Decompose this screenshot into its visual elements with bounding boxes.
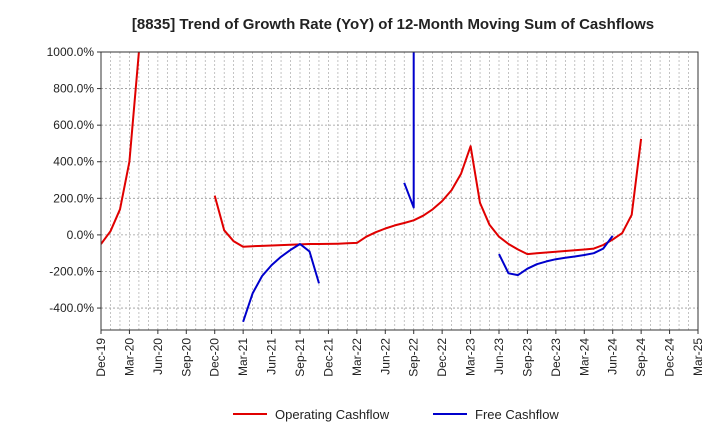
x-tick-label: Dec-24 bbox=[663, 338, 677, 377]
free-cashflow-line bbox=[498, 235, 614, 277]
y-axis-ticks: 1000.0% 800.0% 600.0% 400.0% 200.0% 0.0% -200.… bbox=[47, 45, 101, 315]
x-tick-label: Mar-23 bbox=[464, 338, 478, 376]
x-tick-label: Jun-23 bbox=[492, 338, 506, 375]
x-tick-label: Dec-21 bbox=[321, 338, 335, 377]
y-tick-label: 800.0% bbox=[53, 82, 94, 96]
x-tick-label: Dec-20 bbox=[208, 338, 222, 377]
free-cashflow-line bbox=[403, 52, 415, 209]
x-tick-label: Sep-21 bbox=[293, 338, 307, 377]
grid bbox=[101, 51, 698, 330]
y-tick-label: 400.0% bbox=[53, 155, 94, 169]
x-tick-label: Sep-22 bbox=[407, 338, 421, 377]
operating-cashflow-line bbox=[101, 51, 140, 245]
legend: Operating Cashflow Free Cashflow bbox=[233, 407, 559, 422]
x-tick-label: Dec-23 bbox=[549, 338, 563, 377]
free-cashflow-line bbox=[242, 243, 320, 323]
plot-border bbox=[100, 51, 699, 331]
y-tick-label: 0.0% bbox=[67, 228, 95, 242]
y-tick-label: -400.0% bbox=[49, 301, 94, 315]
x-tick-label: Jun-20 bbox=[151, 338, 165, 375]
y-tick-label: 200.0% bbox=[53, 191, 94, 205]
x-tick-label: Jun-22 bbox=[378, 338, 392, 375]
x-tick-label: Sep-24 bbox=[634, 338, 648, 377]
x-tick-label: Jun-21 bbox=[265, 338, 279, 375]
y-tick-label: 600.0% bbox=[53, 118, 94, 132]
x-tick-label: Mar-24 bbox=[577, 338, 591, 376]
chart-title: [8835] Trend of Growth Rate (YoY) of 12-… bbox=[132, 16, 654, 33]
x-tick-label: Sep-20 bbox=[179, 338, 193, 377]
x-tick-label: Mar-20 bbox=[122, 338, 136, 376]
x-axis-ticks: Dec-19 Mar-20 Jun-20 Sep-20 Dec-20 Mar-21 Jun-… bbox=[94, 330, 705, 377]
legend-label: Free Cashflow bbox=[475, 407, 559, 422]
y-tick-label: -200.0% bbox=[49, 264, 94, 278]
series-lines bbox=[101, 51, 643, 323]
legend-label: Operating Cashflow bbox=[275, 407, 390, 422]
x-tick-label: Mar-21 bbox=[236, 338, 250, 376]
x-tick-label: Dec-22 bbox=[435, 338, 449, 377]
x-tick-label: Mar-22 bbox=[350, 338, 364, 376]
x-tick-label: Mar-25 bbox=[691, 338, 705, 376]
operating-cashflow-line bbox=[213, 138, 643, 256]
x-tick-label: Sep-23 bbox=[520, 338, 534, 377]
plot-area bbox=[101, 51, 643, 323]
x-tick-label: Dec-19 bbox=[94, 338, 108, 377]
y-tick-label: 1000.0% bbox=[47, 45, 95, 59]
x-tick-label: Jun-24 bbox=[606, 338, 620, 375]
